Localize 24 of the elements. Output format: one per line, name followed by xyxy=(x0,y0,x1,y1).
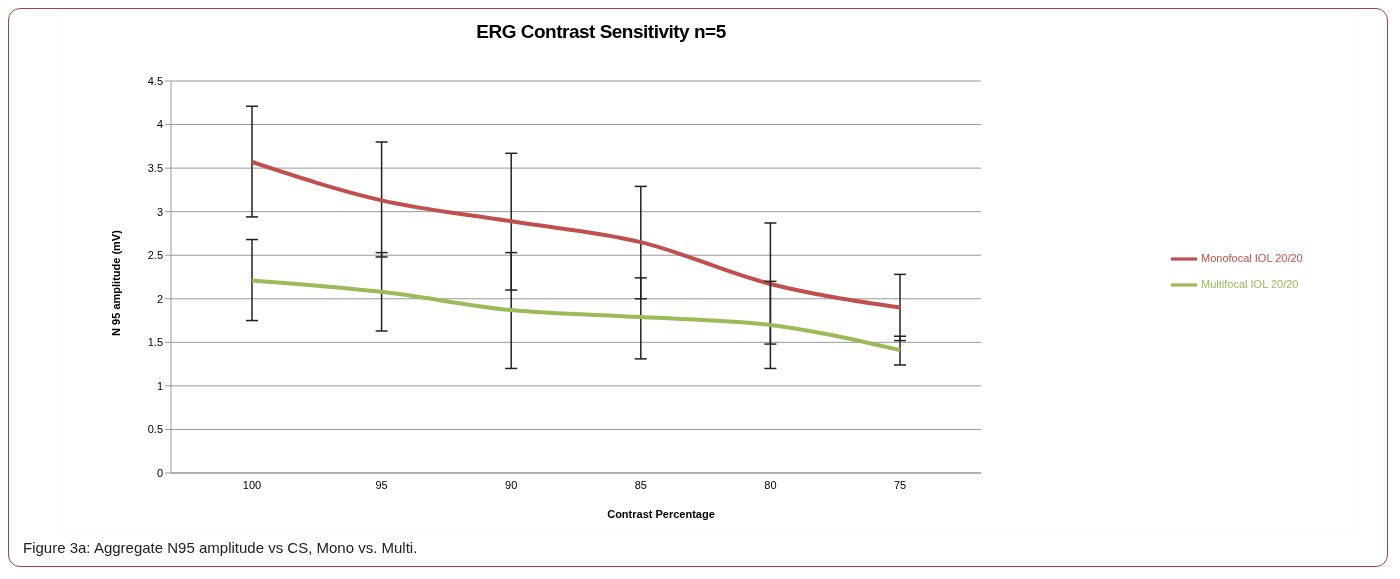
y-tick-label: 0.5 xyxy=(147,423,163,436)
x-tick-label: 90 xyxy=(505,478,518,491)
caption: Figure 3a: Aggregate N95 amplitude vs CS, Mono vs. Multi. xyxy=(23,539,418,556)
y-tick-label: 1 xyxy=(156,379,163,392)
y-axis-title: N 95 amplitude (mV) xyxy=(110,230,122,336)
line-series xyxy=(250,160,902,310)
y-tick-label: 2.5 xyxy=(147,249,163,262)
y-tick-label: 3.5 xyxy=(147,162,163,175)
x-axis-title: Contrast Percentage xyxy=(606,508,716,520)
y-tick-label: 2 xyxy=(156,292,163,305)
x-tick-label: 80 xyxy=(764,478,777,491)
y-tick-label: 0 xyxy=(156,466,163,479)
x-tick-label: 95 xyxy=(375,478,388,491)
legend-label: Multifocal IOL 20/20 xyxy=(1201,278,1299,290)
x-tick-label: 75 xyxy=(893,478,907,491)
x-tick-label: 100 xyxy=(242,478,262,491)
y-tick-label: 3 xyxy=(156,205,163,218)
legend-label: Monofocal IOL 20/20 xyxy=(1201,251,1303,264)
y-tick-label: 4 xyxy=(156,118,163,131)
x-tick-label: 85 xyxy=(634,478,647,491)
line-series xyxy=(250,278,902,353)
y-tick-label: 4.5 xyxy=(147,74,163,87)
y-tick-label: 1.5 xyxy=(147,336,163,349)
chart-title: ERG Contrast Sensitivity n=5 xyxy=(475,21,727,43)
